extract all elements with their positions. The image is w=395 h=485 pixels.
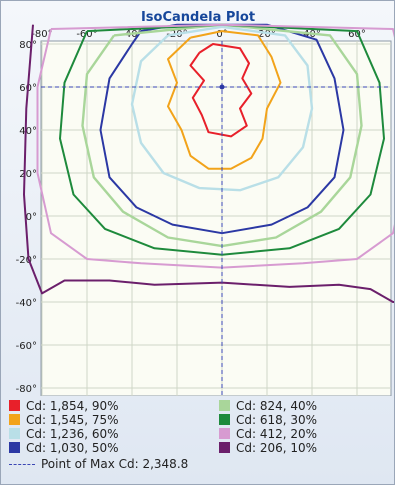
contour-line-5 — [59, 23, 385, 256]
legend-label: Cd: 206, 10% — [236, 441, 318, 455]
legend-item-max: Point of Max Cd: 2,348.8 — [9, 457, 188, 471]
legend-label: Cd: 1,236, 60% — [26, 427, 119, 441]
legend-item-40: Cd: 824, 40% — [219, 399, 317, 413]
y-tick-label: -40° — [16, 298, 37, 309]
contour-line-6 — [36, 23, 394, 269]
legend-label: Cd: 412, 20% — [236, 427, 318, 441]
legend-item-50: Cd: 1,030, 50% — [9, 441, 119, 455]
legend-label: Cd: 824, 40% — [236, 399, 318, 413]
legend-item-90: Cd: 1,854, 90% — [9, 399, 119, 413]
legend-label: Cd: 618, 30% — [236, 413, 318, 427]
max-point-marker — [41, 41, 391, 396]
legend-item-30: Cd: 618, 30% — [219, 413, 317, 427]
legend: Cd: 1,854, 90% Cd: 1,545, 75% Cd: 1,236,… — [9, 399, 389, 483]
legend-swatch-red — [9, 400, 20, 411]
contour-lines — [23, 23, 394, 303]
legend-item-20: Cd: 412, 20% — [219, 427, 317, 441]
legend-swatch-purple — [219, 442, 230, 453]
legend-swatch-green — [219, 414, 230, 425]
y-tick-label: 0° — [26, 212, 37, 223]
x-tick-label: -80° — [31, 29, 52, 40]
y-tick-label: -80° — [16, 384, 37, 395]
legend-label: Cd: 1,030, 50% — [26, 441, 119, 455]
x-tick-label: 0° — [216, 29, 227, 40]
x-tick-label: 20° — [258, 29, 276, 40]
contour-line-1 — [167, 30, 282, 170]
legend-item-10: Cd: 206, 10% — [219, 441, 317, 455]
legend-label: Cd: 1,854, 90% — [26, 399, 119, 413]
isocandela-plot: IsoCandela Plot -80° -60° -40° -20° 0° 20° 40°… — [16, 10, 394, 396]
x-tick-label: -60° — [76, 29, 97, 40]
y-tick-label: -60° — [16, 341, 37, 352]
max-point-dot — [219, 84, 225, 90]
y-tick-label: -20° — [16, 255, 37, 266]
contour-line-3 — [99, 23, 345, 235]
legend-swatch-lightblue — [9, 428, 20, 439]
legend-swatch-blue — [9, 442, 20, 453]
legend-dash-marker — [9, 464, 35, 465]
y-tick-label: 40° — [19, 126, 37, 137]
contour-line-7 — [23, 24, 394, 303]
contour-line-0 — [189, 43, 253, 138]
contour-line-4 — [81, 23, 363, 248]
legend-swatch-pink — [219, 428, 230, 439]
plot-area — [40, 40, 392, 396]
x-tick-label: 60° — [348, 29, 366, 40]
legend-swatch-orange — [9, 414, 20, 425]
chart-title: IsoCandela Plot — [141, 10, 255, 25]
legend-item-75: Cd: 1,545, 75% — [9, 413, 119, 427]
legend-swatch-lightgreen — [219, 400, 230, 411]
legend-max-label: Point of Max Cd: 2,348.8 — [41, 457, 189, 471]
y-tick-label: 20° — [19, 169, 37, 180]
y-tick-label: 80° — [19, 40, 37, 51]
legend-label: Cd: 1,545, 75% — [26, 413, 119, 427]
contour-line-2 — [130, 25, 314, 192]
legend-item-60: Cd: 1,236, 60% — [9, 427, 119, 441]
